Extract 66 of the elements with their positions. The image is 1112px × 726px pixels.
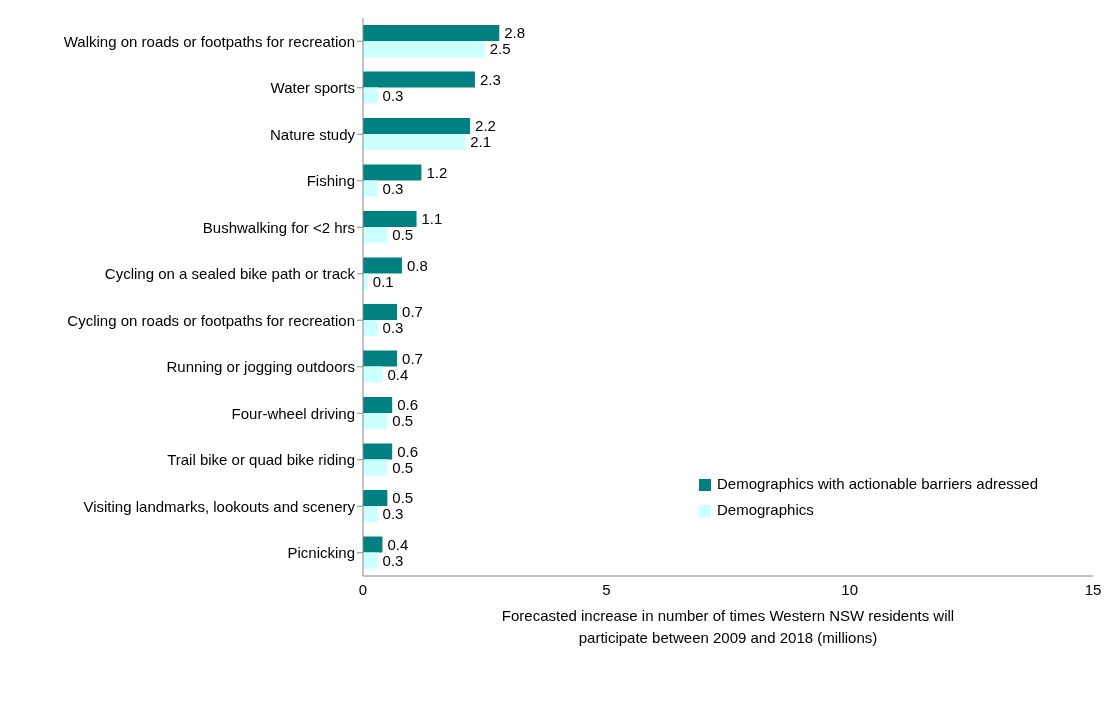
data-label: 0.3	[382, 551, 404, 569]
bar	[363, 350, 398, 367]
data-label: 1.1	[421, 210, 443, 228]
data-label: 0.8	[406, 256, 428, 274]
bar	[363, 397, 393, 413]
data-label: 0.4	[387, 535, 409, 553]
bar	[363, 180, 378, 197]
data-label: 0.5	[392, 226, 414, 244]
bar	[363, 118, 471, 134]
bar	[363, 366, 383, 383]
y-tick-label: Four-wheel driving	[231, 404, 355, 422]
y-tick-label: Walking on roads or footpaths for recreation	[63, 32, 355, 50]
y-tick-label: Cycling on a sealed bike path or track	[104, 265, 356, 283]
bar	[363, 506, 378, 522]
data-label: 2.1	[470, 133, 492, 151]
data-label: 0.1	[372, 272, 394, 290]
bar	[363, 134, 466, 150]
x-tick-label: 5	[602, 580, 611, 598]
data-label: 0.5	[392, 412, 414, 430]
y-tick-label: Fishing	[306, 172, 355, 190]
bar	[363, 25, 500, 41]
bar	[363, 41, 485, 57]
bar	[363, 459, 388, 476]
bar	[363, 87, 378, 104]
x-tick-label: 15	[1084, 580, 1102, 598]
bar	[363, 443, 393, 460]
bar	[363, 320, 378, 336]
y-tick-label: Visiting landmarks, lookouts and scenery	[83, 497, 356, 515]
legend-label: Demographics	[717, 501, 814, 518]
data-label: 2.2	[475, 117, 496, 135]
data-label: 0.4	[387, 365, 409, 383]
bar	[363, 304, 398, 320]
y-tick-label: Bushwalking for <2 hrs	[202, 218, 355, 236]
bar	[363, 536, 383, 553]
data-label: 2.5	[489, 40, 511, 58]
data-label: 0.7	[402, 303, 423, 321]
data-label: 2.3	[479, 70, 501, 88]
bar	[363, 164, 422, 181]
bar	[363, 413, 388, 429]
y-tick-label: Running or jogging outdoors	[166, 358, 355, 376]
data-label: 0.5	[392, 489, 414, 507]
data-label: 0.6	[397, 396, 419, 414]
data-label: 0.3	[382, 179, 404, 197]
bar	[363, 257, 402, 274]
bar	[363, 552, 378, 569]
y-tick-label: Cycling on roads or footpaths for recreation	[67, 311, 355, 329]
bar	[363, 211, 417, 227]
data-label: 2.8	[504, 24, 526, 42]
data-label: 0.3	[382, 86, 404, 104]
legend-label: Demographics with actionable barriers adressed	[717, 475, 1038, 492]
data-label: 0.7	[402, 349, 423, 367]
y-tick-label: Trail bike or quad bike riding	[167, 451, 355, 469]
bar	[363, 227, 388, 243]
data-label: 0.5	[392, 458, 414, 476]
x-tick-label: 10	[841, 580, 859, 598]
y-tick-label: Picnicking	[287, 544, 355, 562]
data-label: 1.2	[426, 163, 448, 181]
data-label: 0.3	[382, 319, 404, 337]
y-tick-label: Water sports	[270, 79, 355, 97]
data-label: 0.3	[382, 505, 404, 523]
x-tick-label: 0	[358, 580, 368, 598]
data-label: 0.6	[397, 442, 419, 460]
y-tick-label: Nature study	[269, 125, 356, 143]
bar	[363, 490, 388, 506]
x-axis-title: Forecasted increase in number of times Western NSW residents will participate between 2009 and 2018 (millions)	[501, 607, 955, 646]
bar	[363, 71, 475, 88]
